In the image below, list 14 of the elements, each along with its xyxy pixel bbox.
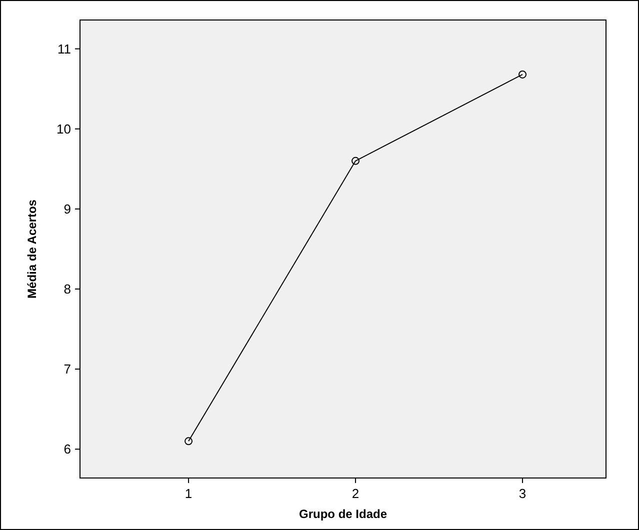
- y-tick-label: 10: [56, 121, 71, 136]
- point: [184, 437, 193, 446]
- y-tick-label: 7: [64, 362, 71, 377]
- y-tick-label: 6: [64, 442, 71, 457]
- x-tick-label: 2: [352, 486, 360, 501]
- x-tick-label: 1: [184, 486, 192, 501]
- y-tick-label: 8: [64, 282, 71, 297]
- x-axis-title: Grupo de Idade: [298, 507, 388, 521]
- x-tick-label: 3: [518, 486, 526, 501]
- y-axis-title: Média de Acertos: [25, 199, 39, 298]
- y-tick-label: 11: [58, 41, 71, 56]
- point: [352, 156, 360, 165]
- point: [518, 70, 527, 78]
- y-tick-label: 9: [64, 202, 71, 217]
